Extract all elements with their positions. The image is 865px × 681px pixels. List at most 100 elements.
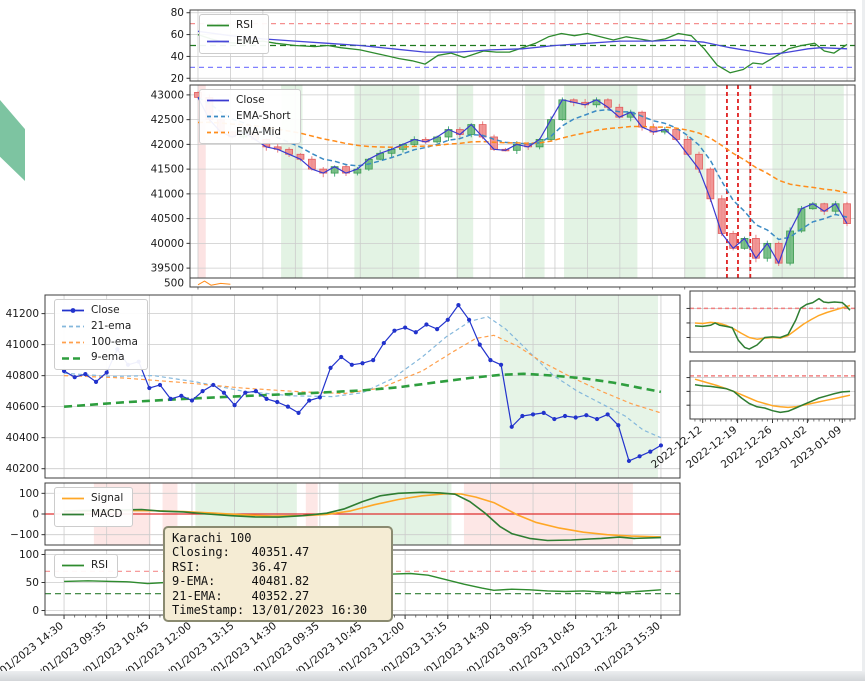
y-tick-label: −100: [10, 529, 39, 541]
legend-item-Close[interactable]: Close: [61, 303, 138, 319]
series-9-ema: [64, 372, 662, 408]
vol-strip-plot: 500: [164, 277, 856, 290]
legend-swatch-icon: [207, 40, 229, 43]
weekly-indicator-top-panel[interactable]: [686, 290, 856, 353]
y-tick-label: 60: [171, 29, 184, 41]
y-tick-label: 0: [32, 605, 39, 617]
legend-item-RSI[interactable]: RSI: [61, 558, 108, 574]
y-tick-label: 42000: [151, 139, 184, 151]
y-tick-label: 40200: [6, 463, 39, 475]
tooltip-label: Closing:: [172, 545, 230, 560]
legend-swatch-icon: [62, 356, 84, 360]
legend-label: 9-ema: [91, 351, 125, 364]
tooltip-value: 13/01/2023 16:30: [251, 602, 368, 617]
y-tick-label: 100: [19, 549, 39, 561]
macd-legend: Signal MACD: [54, 487, 134, 527]
legend-swatch-icon: [207, 24, 229, 27]
series-Close: [197, 97, 848, 264]
rsi-top-legend: RSI EMA: [199, 14, 269, 54]
series-macd-weekly: [694, 384, 851, 414]
legend-swatch-icon: [62, 513, 84, 516]
tooltip-value: 40351.47: [251, 545, 310, 560]
legend-swatch-icon: [62, 325, 84, 328]
tooltip-value: 40481.82: [251, 574, 310, 589]
series-EMA: [197, 30, 848, 55]
series-100-ema: [64, 334, 662, 414]
y-tick-label: 40000: [151, 238, 184, 250]
tooltip-row-9ema: 9-EMA: 40481.82: [172, 574, 384, 588]
legend-label: EMA-Mid: [236, 125, 282, 138]
legend-swatch-icon: [62, 497, 84, 500]
tooltip-row-closing: Closing: 40351.47: [172, 545, 384, 559]
legend-item-EMA[interactable]: EMA: [206, 34, 259, 50]
y-tick-label: 80: [171, 7, 184, 19]
series-EMA-Short: [197, 96, 848, 241]
volume-strip-panel[interactable]: 500: [164, 277, 856, 290]
series-RSI: [197, 32, 848, 74]
y-tick-label: 40800: [6, 370, 39, 382]
y-tick-label: 42500: [151, 114, 184, 126]
legend-item-Close[interactable]: Close: [206, 93, 291, 109]
window-bottom-scrollbar[interactable]: [0, 671, 865, 681]
y-tick-label: 40400: [6, 432, 39, 444]
legend-item-Signal[interactable]: Signal: [61, 491, 123, 507]
decorative-logo-shape: [0, 100, 25, 181]
rsi-top-plot: 20 40 60 80: [171, 7, 856, 85]
tooltip-label: TimeStamp:: [172, 602, 245, 617]
window-right-edge: [862, 0, 865, 671]
legend-label: EMA: [236, 34, 259, 47]
chart-tooltip: Karachi 100 Closing: 40351.47 RSI: 36.47 9…: [163, 526, 393, 623]
right-top-plot: [686, 290, 856, 353]
legend-swatch-icon: [207, 115, 229, 118]
legend-label: EMA-Short: [236, 109, 291, 122]
legend-label: RSI: [236, 19, 254, 31]
legend-swatch-icon: [62, 564, 84, 567]
legend-label: MACD: [91, 507, 123, 520]
legend-item-21-ema[interactable]: 21-ema: [61, 319, 138, 335]
tooltip-label: 21-EMA:: [172, 588, 223, 603]
y-tick-label: 43000: [151, 89, 184, 101]
y-tick-label: 39500: [151, 263, 184, 275]
legend-item-RSI[interactable]: RSI: [206, 18, 259, 34]
y-tick-label: 500: [164, 277, 184, 289]
legend-label: Signal: [91, 492, 124, 504]
legend-swatch-icon: [207, 99, 229, 102]
tooltip-value: 36.47: [251, 559, 288, 574]
main-legend: Close 21-ema 100-ema 9-ema: [54, 299, 148, 370]
legend-label: RSI: [91, 559, 109, 571]
y-tick-label: 40600: [6, 401, 39, 413]
tooltip-title: Karachi 100: [172, 531, 252, 545]
series-EMA-Mid: [197, 121, 848, 194]
y-tick-label: 41500: [151, 164, 184, 176]
tooltip-row-rsi: RSI: 36.47: [172, 560, 384, 574]
y-tick-label: 100: [19, 488, 39, 500]
legend-label: Close: [91, 304, 120, 316]
right-bottom-plot: 2022-12-122022-12-192022-12-262023-01-02…: [649, 360, 856, 471]
y-tick-label: 50: [26, 577, 39, 589]
y-tick-label: 20: [171, 73, 184, 85]
candles-plot: 39500 40000 40500 41000 41500 42000 42500 43000: [151, 84, 856, 279]
legend-item-MACD[interactable]: MACD: [61, 507, 123, 523]
y-tick-label: 41000: [151, 188, 184, 200]
weekly-indicator-bottom-panel[interactable]: 2022-12-12 2022-12-19 2022-12-26 2023-01-02…: [649, 360, 856, 471]
legend-swatch-icon: [62, 308, 84, 314]
series-volume-trace: [197, 280, 231, 286]
legend-item-100-ema[interactable]: 100-ema: [61, 335, 138, 351]
rsi-ema-indicator-panel[interactable]: 20 40 60 80 RSI EMA: [171, 7, 856, 85]
legend-swatch-icon: [207, 131, 229, 134]
tooltip-row-timestamp: TimeStamp: 13/01/2023 16:30: [172, 603, 384, 617]
legend-item-EMA-Short[interactable]: EMA-Short: [206, 109, 291, 125]
legend-item-EMA-Mid[interactable]: EMA-Mid: [206, 125, 291, 141]
tooltip-label: 9-EMA:: [172, 574, 216, 589]
close-ema-main-panel[interactable]: 40200 40400 40600 40800 41000 41200 Close 21-em…: [6, 294, 681, 479]
legend-label: Close: [236, 94, 265, 106]
legend-label: 100-ema: [91, 335, 138, 348]
main-plot: 40200 40400 40600 40800 41000 41200: [6, 294, 681, 479]
y-tick-label: 41200: [6, 308, 39, 320]
tooltip-row-21ema: 21-EMA: 40352.27: [172, 589, 384, 603]
tooltip-value: 40352.27: [251, 588, 310, 603]
legend-item-9-ema[interactable]: 9-ema: [61, 350, 138, 366]
candlestick-price-panel[interactable]: 39500 40000 40500 41000 41500 42000 42500 43000…: [151, 84, 856, 279]
y-tick-label: 40500: [151, 213, 184, 225]
